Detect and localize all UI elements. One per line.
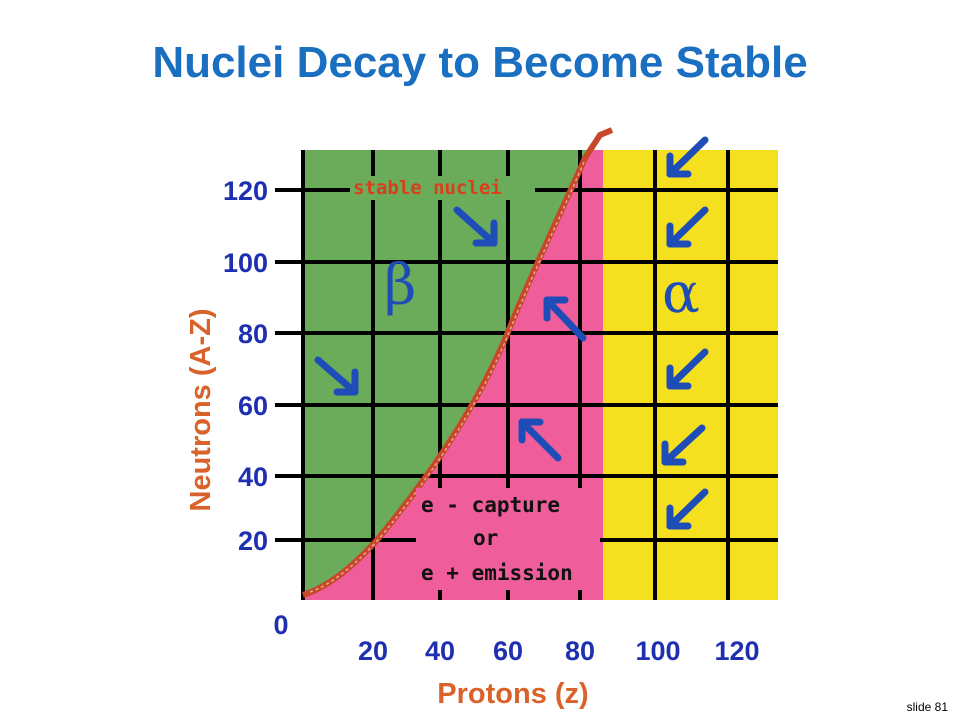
y-tick-label: 120 [223,176,268,206]
origin-label: 0 [273,610,288,640]
x-tick-label: 100 [635,636,680,666]
slide-title: Nuclei Decay to Become Stable [152,38,808,87]
stability-curve-highlight [309,161,585,593]
stable-label-backdrop [350,176,535,200]
stability-curve [302,127,614,598]
stable-nuclei-label: stable nuclei [353,177,502,199]
arrow-down-right-icon [314,356,359,396]
y-tick-label: 40 [238,462,268,492]
capture-label-line-1: e - capture [421,493,560,517]
arrow-down-left-icon [666,136,709,178]
arrow-down-left-icon [666,206,709,248]
y-tick-label: 100 [223,248,268,278]
y-tick-label: 20 [238,526,268,556]
arrow-down-right-icon [453,206,498,247]
x-axis-label: Protons (z) [437,678,588,710]
beta-symbol: β [384,253,416,318]
slide-number: slide 81 [906,700,948,714]
y-axis-label: Neutrons (A-Z) [185,309,217,512]
x-tick-label: 60 [493,636,523,666]
x-tick-label: 80 [565,636,595,666]
yellow-alpha-region [603,150,778,600]
x-tick-label: 40 [425,636,455,666]
arrow-down-left-icon [666,348,709,390]
x-tick-label: 20 [358,636,388,666]
capture-label-line-2: or [473,526,498,550]
x-tick-label: 120 [714,636,759,666]
arrow-up-left-icon [518,418,562,462]
capture-label-line-3: e + emission [421,561,573,585]
y-tick-label: 60 [238,391,268,421]
y-tick-label: 80 [238,319,268,349]
alpha-symbol: α [662,261,700,326]
arrow-down-left-icon [666,488,709,530]
arrow-down-left-icon [661,424,706,466]
capture-label-backdrop [416,488,600,590]
arrow-up-left-icon [543,296,587,342]
